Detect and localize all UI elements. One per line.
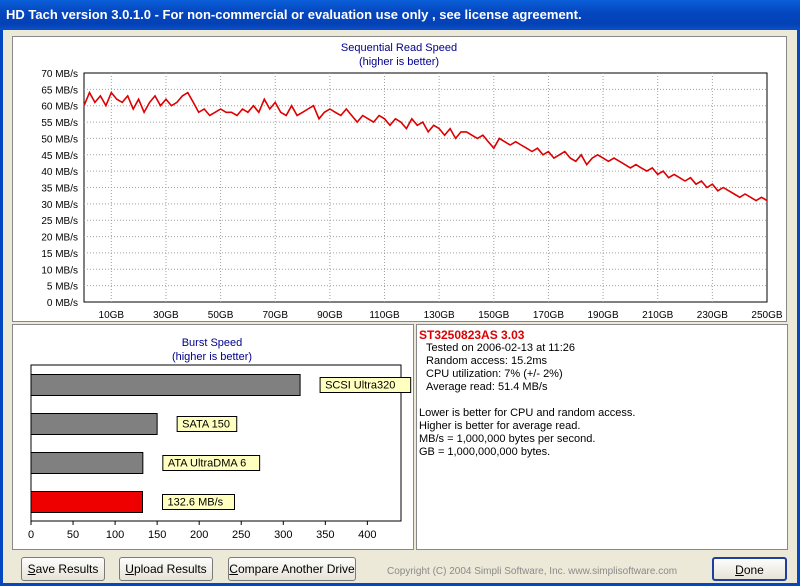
upload-accel: U [125,562,134,576]
note-read: Higher is better for average read. [419,420,581,432]
compare-accel: C [229,562,238,576]
burst-label: SATA 150 [182,419,230,431]
sequential-read-chart: Sequential Read Speed (higher is better)… [41,42,783,321]
x-tick-label: 210GB [642,310,673,321]
drive-info: ST3250823AS 3.03 Tested on 2006-02-13 at… [419,329,635,459]
title-bar[interactable]: HD Tach version 3.0.1.0 - For non-commer… [0,0,800,30]
burst-title: Burst Speed [182,337,243,349]
save-label: ave Results [35,562,99,576]
y-tick-label: 20 MB/s [41,233,78,244]
y-tick-label: 40 MB/s [41,167,78,178]
upload-results-button[interactable]: Upload Results [119,557,213,581]
x-tick-label: 70GB [262,310,288,321]
chart-title: Sequential Read Speed [341,42,457,54]
compare-label: ompare Another Drive [237,562,355,576]
burst-label-box [162,455,261,471]
burst-label-box [176,416,238,432]
y-tick-label: 35 MB/s [41,184,78,195]
burst-x-tick-label: 150 [148,529,166,541]
x-tick-label: 50GB [208,310,234,321]
burst-x-tick-label: 250 [232,529,250,541]
burst-speed-panel: Burst Speed (higher is better) 0 50 100 150… [12,324,414,550]
average-read: Average read: 51.4 MB/s [426,381,548,393]
x-tick-label: 90GB [317,310,343,321]
chart-subtitle: (higher is better) [359,56,439,68]
y-tick-label: 50 MB/s [41,134,78,145]
y-tick-label: 0 MB/s [47,298,78,309]
burst-label: SCSI Ultra320 [325,380,395,392]
x-tick-label: 250GB [751,310,782,321]
save-results-button[interactable]: Save Results [21,557,105,581]
note-mbs: MB/s = 1,000,000 bytes per second. [419,433,596,445]
burst-speed-chart: Burst Speed (higher is better) 0 50 100 150… [28,337,412,541]
x-tick-label: 130GB [424,310,455,321]
x-tick-label: 10GB [99,310,125,321]
copyright: Copyright (C) 2004 Simpli Software, Inc.… [387,566,678,577]
note-cpu: Lower is better for CPU and random acces… [419,407,636,419]
y-tick-label: 45 MB/s [41,151,78,162]
burst-bar [30,452,144,474]
burst-x-tick-label: 300 [274,529,292,541]
y-tick-label: 55 MB/s [41,118,78,129]
burst-x-tick-label: 400 [358,529,376,541]
burst-x-tick-label: 350 [316,529,334,541]
read-speed-line [83,90,768,202]
y-tick-label: 60 MB/s [41,102,78,113]
done-accel: D [735,563,744,577]
cpu-utilization: CPU utilization: 7% (+/- 2%) [426,368,563,380]
y-tick-label: 10 MB/s [41,265,78,276]
y-tick-label: 5 MB/s [47,282,78,293]
x-tick-label: 150GB [478,310,509,321]
tested-date: Tested on 2006-02-13 at 11:26 [426,342,576,354]
done-button[interactable]: Done [712,557,787,581]
x-tick-label: 110GB [369,310,400,321]
burst-x-tick-label: 0 [28,529,34,541]
drive-info-panel [416,324,788,550]
x-tick-label: 30GB [153,310,179,321]
y-tick-label: 30 MB/s [41,200,78,211]
save-accel: S [27,562,36,576]
x-tick-label: 190GB [588,310,619,321]
x-tick-label: 170GB [533,310,564,321]
sequential-read-panel: Sequential Read Speed (higher is better)… [12,36,787,322]
burst-x-tick-label: 200 [190,529,208,541]
burst-label: 132.6 MB/s [168,497,224,509]
burst-label: ATA UltraDMA 6 [168,458,246,470]
note-gb: GB = 1,000,000,000 bytes. [419,446,551,458]
burst-bar [30,491,144,513]
burst-label-box [162,494,236,510]
burst-x-tick-label: 100 [106,529,124,541]
y-tick-label: 15 MB/s [41,249,78,260]
random-access: Random access: 15.2ms [426,355,548,367]
y-tick-label: 25 MB/s [41,216,78,227]
drive-name: ST3250823AS 3.03 [419,328,525,342]
burst-bar [30,413,158,435]
x-tick-label: 230GB [697,310,728,321]
window-title: HD Tach version 3.0.1.0 - For non-commer… [6,7,582,22]
done-label: one [743,563,764,577]
compare-drive-button[interactable]: Compare Another Drive [228,557,356,581]
burst-label-box [319,377,412,393]
upload-label: pload Results [133,562,207,576]
burst-subtitle: (higher is better) [172,351,252,363]
burst-bar [30,374,301,396]
burst-x-tick-label: 50 [67,529,79,541]
y-tick-label: 65 MB/s [41,85,78,96]
y-tick-label: 70 MB/s [41,69,78,80]
